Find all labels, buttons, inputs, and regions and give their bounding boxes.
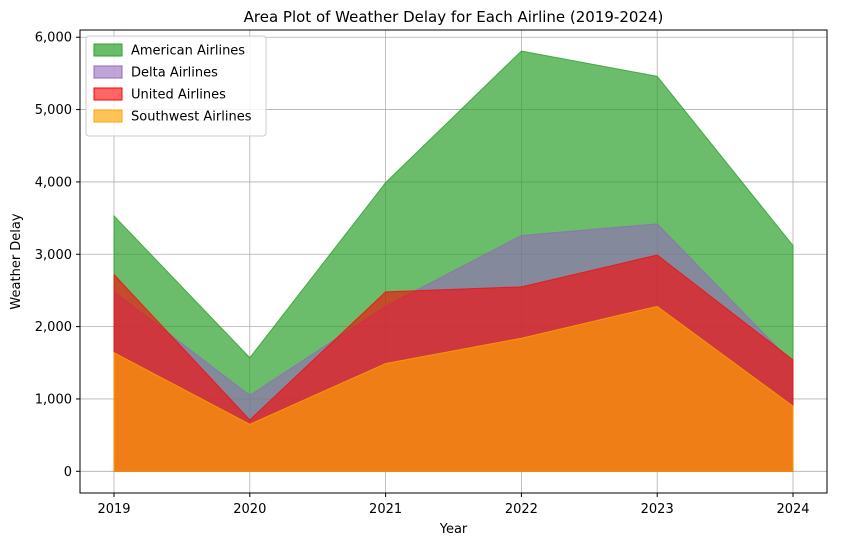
- y-tick-label: 5,000: [35, 103, 72, 118]
- x-axis-label: Year: [439, 522, 468, 537]
- y-axis-label: Weather Delay: [9, 213, 24, 309]
- y-tick-label: 2,000: [35, 320, 72, 335]
- y-tick-label: 4,000: [35, 175, 72, 190]
- y-tick-label: 6,000: [35, 31, 72, 46]
- x-tick-label: 2021: [369, 502, 402, 517]
- x-tick-label: 2022: [505, 502, 538, 517]
- legend-box: [85, 35, 267, 137]
- y-tick-label: 3,000: [35, 248, 72, 263]
- legend-label: American Airlines: [131, 44, 245, 59]
- legend-swatch: [93, 109, 123, 123]
- area-southwest-airlines: [113, 305, 794, 472]
- x-tick-label: 2019: [97, 502, 130, 517]
- legend-swatch: [93, 43, 123, 57]
- chart-title: Area Plot of Weather Delay for Each Airl…: [244, 8, 664, 26]
- x-tick-label: 2020: [233, 502, 266, 517]
- axes: [76, 29, 828, 497]
- legend-label: Southwest Airlines: [131, 110, 252, 125]
- legend: American Airlines Delta Airlines United Ai…: [85, 35, 267, 137]
- area-series-group: [113, 50, 794, 472]
- x-tick-label: 2023: [641, 502, 674, 517]
- x-tick-label: 2024: [776, 502, 809, 517]
- legend-swatch: [93, 65, 123, 79]
- tick-labels: 2019 2020 2021 2022 2023 2024 0 1,000 2,000 3,000…: [35, 31, 810, 517]
- y-tick-label: 1,000: [35, 392, 72, 407]
- legend-label: Delta Airlines: [131, 66, 218, 81]
- legend-swatch: [93, 87, 123, 101]
- y-tick-label: 0: [64, 465, 72, 480]
- legend-label: United Airlines: [131, 88, 226, 103]
- plot-frame: [79, 29, 828, 494]
